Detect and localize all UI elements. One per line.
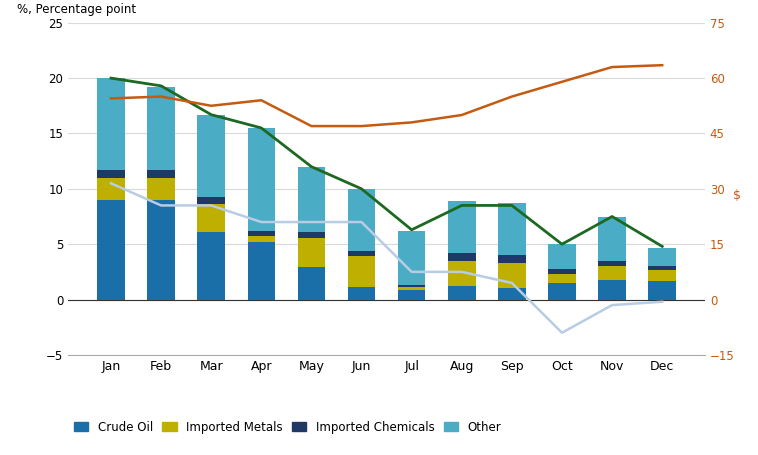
Bar (348, 256, 375, 288)
Bar (648, 281, 676, 299)
Input PPI (407, 227, 416, 233)
Bar (548, 244, 576, 268)
Bar (298, 268, 325, 299)
Bar (298, 238, 325, 268)
Bar (598, 261, 626, 266)
Bar (248, 231, 275, 237)
Brent Crude Oil $ (RHS) (106, 96, 115, 101)
Input PPI (257, 125, 266, 131)
Inverted ERI (407, 269, 416, 275)
Bar (97, 178, 125, 200)
Inverted ERI (507, 280, 516, 286)
Y-axis label: $: $ (734, 189, 741, 202)
Brent Crude Oil $ (RHS) (357, 123, 366, 129)
Bar (648, 266, 676, 270)
Inverted ERI (608, 303, 617, 308)
Bar (648, 248, 676, 266)
Bar (548, 283, 576, 299)
Bar (197, 197, 225, 204)
Input PPI (507, 203, 516, 208)
Bar (398, 288, 425, 289)
Inverted ERI (557, 330, 566, 335)
Text: %, Percentage point: %, Percentage point (17, 3, 136, 16)
Brent Crude Oil $ (RHS) (507, 94, 516, 99)
Bar (398, 231, 425, 285)
Input PPI (557, 242, 566, 247)
Bar (197, 204, 225, 232)
Brent Crude Oil $ (RHS) (257, 97, 266, 103)
Line: Input PPI: Input PPI (111, 78, 662, 247)
Bar (348, 288, 375, 299)
Inverted ERI (457, 269, 466, 275)
Brent Crude Oil $ (RHS) (658, 62, 667, 68)
Input PPI (658, 244, 667, 249)
Bar (248, 128, 275, 231)
Input PPI (307, 164, 316, 169)
Inverted ERI (156, 203, 165, 208)
Input PPI (357, 186, 366, 192)
Bar (348, 251, 375, 256)
Inverted ERI (106, 181, 115, 186)
Bar (648, 270, 676, 281)
Brent Crude Oil $ (RHS) (608, 64, 617, 70)
Input PPI (106, 76, 115, 81)
Bar (498, 263, 525, 288)
Bar (298, 167, 325, 232)
Bar (598, 280, 626, 299)
Bar (147, 170, 175, 178)
Bar (147, 200, 175, 299)
Bar (598, 217, 626, 261)
Input PPI (156, 83, 165, 89)
Brent Crude Oil $ (RHS) (407, 120, 416, 125)
Inverted ERI (257, 219, 266, 225)
Brent Crude Oil $ (RHS) (457, 112, 466, 118)
Brent Crude Oil $ (RHS) (307, 123, 316, 129)
Brent Crude Oil $ (RHS) (207, 103, 216, 109)
Bar (498, 288, 525, 299)
Line: Inverted ERI: Inverted ERI (111, 183, 662, 333)
Inverted ERI (357, 219, 366, 225)
Bar (448, 253, 475, 261)
Bar (197, 115, 225, 197)
Bar (448, 201, 475, 253)
Bar (97, 170, 125, 178)
Bar (97, 200, 125, 299)
Inverted ERI (658, 299, 667, 304)
Bar (448, 261, 475, 286)
Input PPI (207, 112, 216, 117)
Bar (248, 237, 275, 242)
Bar (147, 87, 175, 170)
Bar (598, 266, 626, 280)
Bar (248, 242, 275, 299)
Bar (348, 189, 375, 251)
Inverted ERI (207, 203, 216, 208)
Bar (197, 232, 225, 299)
Bar (548, 268, 576, 274)
Brent Crude Oil $ (RHS) (156, 94, 165, 99)
Brent Crude Oil $ (RHS) (557, 79, 566, 85)
Bar (298, 232, 325, 238)
Input PPI (608, 214, 617, 219)
Bar (498, 255, 525, 263)
Inverted ERI (307, 219, 316, 225)
Bar (548, 274, 576, 283)
Bar (448, 286, 475, 299)
Bar (147, 178, 175, 200)
Bar (97, 78, 125, 170)
Bar (498, 203, 525, 255)
Bar (398, 289, 425, 299)
Line: Brent Crude Oil $ (RHS): Brent Crude Oil $ (RHS) (111, 65, 662, 126)
Bar (398, 285, 425, 288)
Input PPI (457, 203, 466, 208)
